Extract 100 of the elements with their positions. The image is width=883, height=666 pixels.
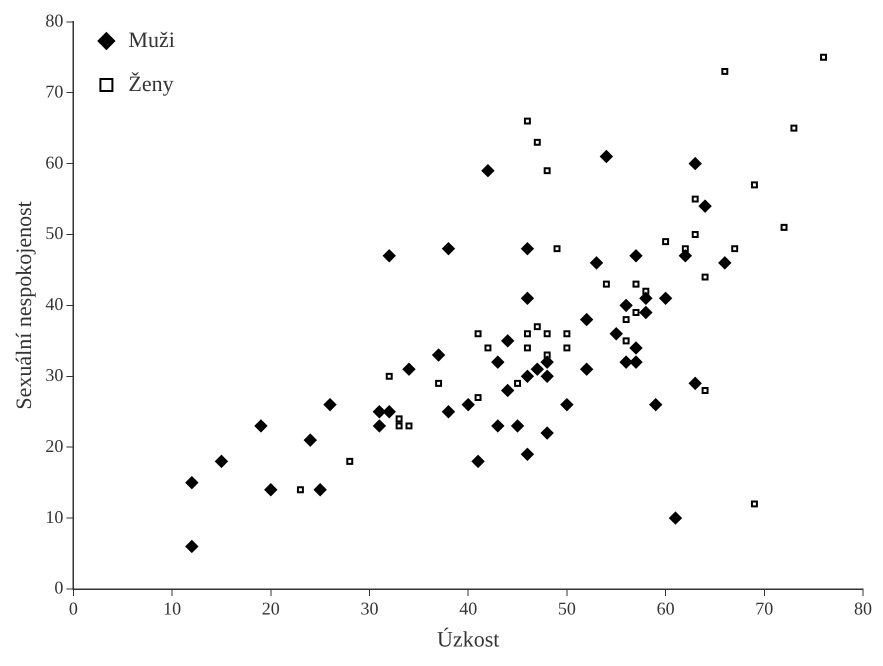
point — [649, 398, 662, 412]
x-axis-title: Úzkost — [437, 626, 500, 652]
y-tick-label: 0 — [54, 578, 64, 598]
x-tick-label: 60 — [656, 598, 675, 619]
point — [520, 370, 534, 383]
y-tick-label: 70 — [45, 81, 64, 102]
point — [214, 454, 228, 468]
point — [474, 394, 482, 402]
point — [659, 292, 672, 305]
point — [185, 476, 198, 490]
point — [702, 387, 709, 394]
point — [620, 298, 633, 312]
point — [435, 380, 442, 387]
point — [386, 372, 393, 380]
point — [314, 483, 327, 496]
point — [474, 330, 482, 338]
x-tick-label: 20 — [262, 598, 280, 619]
point — [750, 181, 758, 188]
point — [590, 256, 604, 270]
point — [610, 327, 623, 340]
point — [442, 242, 455, 256]
point — [692, 196, 699, 203]
point — [524, 330, 531, 338]
point — [780, 224, 788, 231]
point — [620, 356, 633, 369]
point — [406, 422, 412, 430]
point — [692, 231, 699, 238]
point — [622, 316, 630, 324]
point — [501, 384, 514, 397]
point — [396, 422, 403, 430]
point — [718, 256, 732, 270]
point — [698, 200, 712, 213]
point — [296, 486, 304, 494]
point — [491, 419, 504, 432]
point — [304, 434, 317, 447]
point — [563, 344, 570, 352]
point — [540, 370, 554, 383]
point — [790, 124, 798, 132]
point — [514, 380, 522, 387]
x-tick-label: 50 — [558, 598, 576, 619]
point — [540, 426, 554, 440]
point — [491, 356, 504, 369]
point — [629, 341, 642, 354]
point — [534, 323, 541, 330]
point — [524, 344, 531, 352]
point — [484, 344, 492, 352]
point — [396, 415, 403, 422]
point — [639, 306, 652, 319]
point — [346, 458, 354, 465]
x-tick-label: 30 — [360, 598, 378, 619]
point — [554, 245, 561, 252]
point — [324, 398, 337, 412]
point — [731, 245, 738, 252]
point — [622, 337, 630, 344]
point — [662, 238, 670, 246]
y-tick-label: 50 — [45, 223, 64, 244]
point — [511, 419, 524, 432]
point — [520, 242, 534, 256]
y-tick-label: 80 — [45, 10, 64, 31]
point — [632, 309, 640, 316]
legend-label: Ženy — [128, 70, 174, 96]
y-tick-label: 20 — [45, 436, 64, 456]
point — [185, 540, 198, 553]
point — [668, 512, 682, 525]
point — [560, 398, 574, 412]
y-tick-label: 10 — [45, 506, 64, 527]
point — [544, 330, 551, 338]
point — [544, 167, 551, 174]
x-tick-label: 80 — [854, 598, 872, 619]
point — [702, 274, 709, 281]
y-tick-label: 30 — [45, 365, 64, 386]
point — [530, 362, 544, 376]
y-axis-title: Sexuální nespokojenost — [10, 201, 36, 410]
point — [472, 454, 485, 468]
point — [688, 157, 702, 170]
point — [520, 292, 534, 305]
point — [442, 405, 455, 418]
point — [629, 356, 642, 369]
point — [462, 398, 475, 412]
point — [629, 249, 642, 262]
point — [820, 54, 827, 61]
point — [632, 280, 640, 288]
point — [520, 448, 534, 461]
point — [524, 118, 531, 125]
point — [580, 313, 594, 326]
x-tick-label: 10 — [163, 598, 182, 619]
point — [432, 348, 446, 362]
point — [639, 292, 652, 305]
point — [678, 249, 692, 262]
point — [580, 362, 594, 376]
x-tick-label: 40 — [459, 598, 478, 619]
point — [501, 334, 514, 348]
point — [382, 249, 396, 262]
point — [721, 68, 728, 75]
point — [688, 376, 702, 390]
point — [402, 362, 416, 376]
legend-label: Muži — [128, 26, 175, 52]
x-tick-label: 70 — [755, 598, 774, 619]
point — [264, 483, 278, 496]
point — [534, 138, 541, 146]
